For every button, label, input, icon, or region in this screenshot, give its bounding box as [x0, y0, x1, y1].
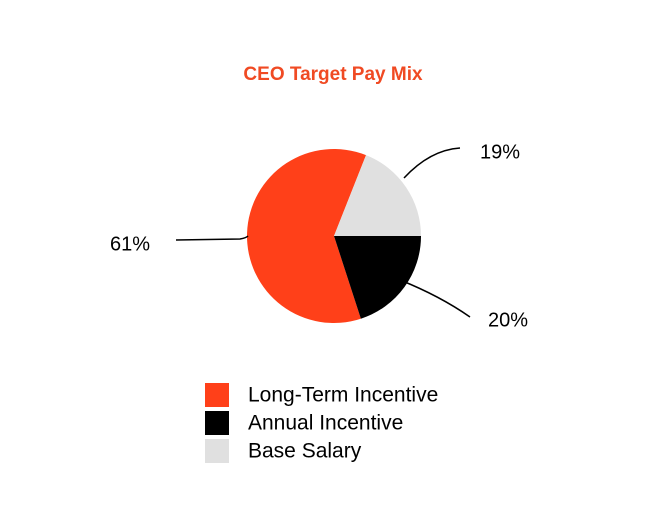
data-label: 20%: [488, 309, 528, 331]
leader-line: [403, 147, 461, 179]
legend-label: Annual Incentive: [248, 412, 403, 435]
legend-swatch: [205, 439, 229, 463]
chart-title: CEO Target Pay Mix: [243, 64, 423, 85]
legend-swatch: [205, 411, 229, 435]
legend-label: Base Salary: [248, 440, 362, 463]
pie: [247, 149, 421, 323]
data-label: 61%: [110, 233, 150, 255]
legend-label: Long-Term Incentive: [248, 384, 438, 407]
legend-swatch: [205, 383, 229, 407]
data-label: 19%: [480, 141, 520, 163]
leader-line: [175, 235, 249, 241]
pie-slice: [334, 236, 421, 319]
leader-line: [399, 279, 471, 318]
pie-slice: [334, 155, 421, 236]
pie-slice: [247, 149, 367, 323]
